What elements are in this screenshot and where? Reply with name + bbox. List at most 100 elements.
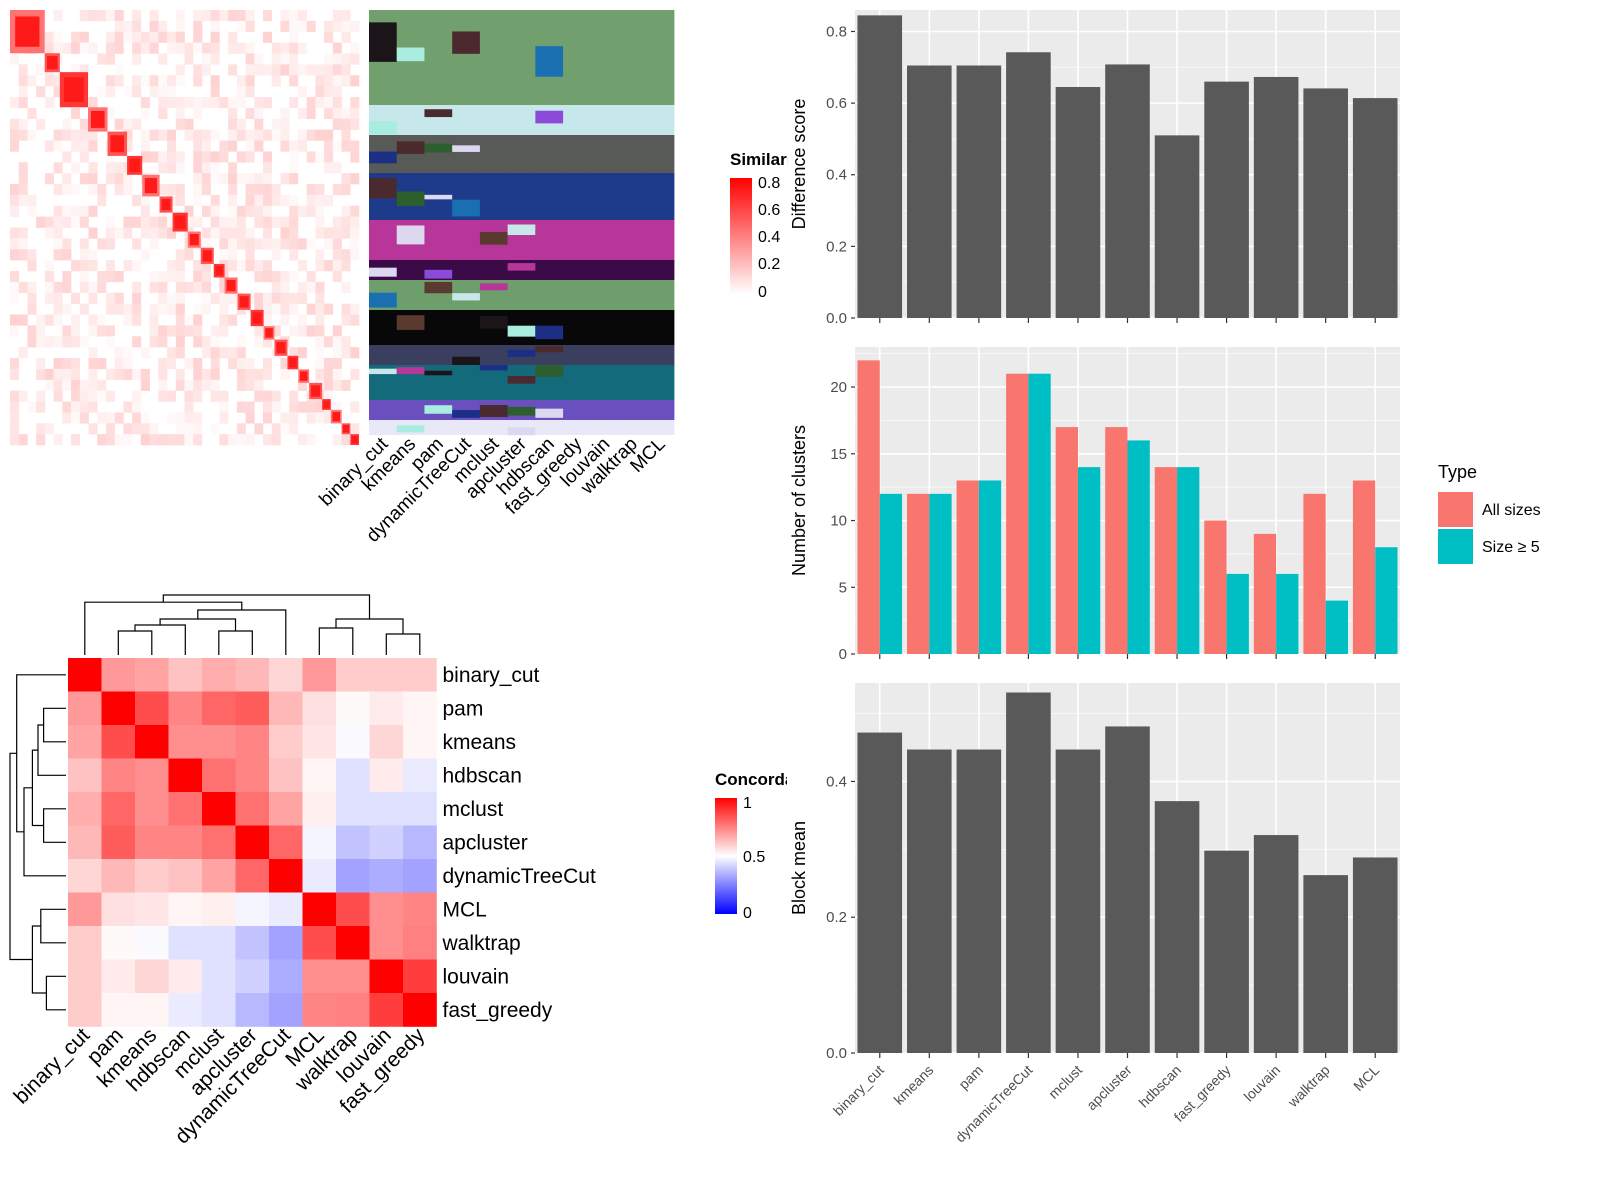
- similarity-cell: [350, 107, 360, 120]
- similarity-cell: [306, 401, 316, 413]
- similarity-cell: [193, 129, 203, 141]
- concordance-cell: [202, 892, 236, 927]
- concordance-cell: [168, 792, 203, 826]
- similarity-cell: [228, 227, 238, 239]
- similarity-cell: [324, 151, 334, 163]
- similarity-cell: [62, 336, 72, 348]
- similarity-cell: [62, 118, 72, 130]
- dendrogram-branch: [218, 630, 253, 655]
- similarity-cell: [193, 314, 203, 326]
- similarity-cell: [88, 260, 98, 272]
- dendrogram-branch: [31, 925, 47, 994]
- bar: [1253, 533, 1277, 654]
- similarity-cell: [158, 390, 168, 402]
- similarity-cell: [236, 205, 246, 217]
- similarity-cell: [341, 10, 351, 22]
- similarity-cell: [167, 31, 177, 43]
- similarity-cell: [341, 227, 351, 239]
- similarity-cell: [10, 184, 20, 196]
- similarity-cell: [44, 216, 54, 228]
- concordance-cell: [168, 993, 203, 1027]
- similarity-cell: [18, 118, 28, 130]
- similarity-cell: [167, 75, 177, 87]
- similarity-cell: [79, 336, 89, 348]
- similarity-cell: [193, 107, 203, 120]
- similarity-cell: [201, 205, 211, 217]
- concordance-cell: [202, 691, 236, 726]
- similarity-cell: [132, 412, 142, 424]
- assignment-band: [479, 105, 509, 135]
- similarity-cell: [175, 379, 185, 391]
- concordance-cell: [135, 892, 169, 927]
- number-of-clusters-bar-chart: 0 5 10 15 20 Number of clusters: [789, 347, 1400, 663]
- similarity-cell: [236, 423, 246, 435]
- assignment-band: [563, 420, 592, 435]
- similarity-cell: [88, 379, 98, 391]
- similarity-cell: [10, 194, 20, 207]
- similarity-cell: [132, 292, 142, 304]
- similarity-cell: [132, 53, 142, 65]
- similarity-cell: [53, 303, 63, 315]
- similarity-cell: [10, 368, 20, 381]
- similarity-cell: [263, 238, 273, 250]
- x-tick-label: apcluster: [1083, 1062, 1135, 1114]
- similarity-cell: [324, 303, 334, 315]
- similarity-cell: [44, 368, 54, 381]
- similarity-cell: [228, 129, 238, 141]
- similarity-cell: [158, 216, 168, 228]
- similarity-cell: [18, 281, 28, 294]
- concordance-cell: [403, 725, 437, 759]
- similarity-cell: [324, 162, 334, 174]
- similarity-cell: [297, 260, 307, 272]
- similarity-cell: [332, 118, 342, 130]
- similarity-cell: [210, 42, 220, 54]
- similarity-cell: [132, 238, 142, 250]
- similarity-cell: [79, 216, 89, 228]
- similarity-cell: [114, 162, 124, 174]
- similarity-cell: [175, 314, 185, 326]
- assignment-segment: [507, 375, 536, 384]
- similarity-cell: [271, 238, 281, 250]
- similarity-cell: [289, 412, 299, 424]
- concordance-cell: [302, 725, 337, 759]
- concordance-cell: [336, 792, 370, 826]
- concordance-cell: [336, 993, 370, 1027]
- similarity-cell: [271, 281, 281, 294]
- assignment-band: [590, 173, 619, 220]
- similarity-cell: [167, 216, 177, 228]
- similarity-cell: [210, 75, 220, 87]
- similarity-cell: [79, 129, 89, 141]
- similarity-cell: [27, 336, 37, 348]
- concordance-legend-title: Concordance: [715, 770, 824, 789]
- similarity-cell: [219, 303, 229, 315]
- similarity-cell: [167, 260, 177, 272]
- similarity-cell: [123, 314, 133, 326]
- similarity-cell: [71, 162, 81, 174]
- similarity-cell: [210, 368, 220, 381]
- assignment-segment: [535, 365, 564, 377]
- similarity-cell: [332, 53, 342, 65]
- similarity-cell: [88, 292, 98, 304]
- similarity-cell: [88, 358, 98, 370]
- similarity-cell: [254, 423, 264, 435]
- similarity-cell: [350, 173, 360, 185]
- concordance-row-label: dynamicTreeCut: [443, 865, 596, 888]
- similarity-cell: [132, 194, 142, 207]
- similarity-cell: [167, 325, 177, 337]
- concordance-cell: [269, 725, 303, 759]
- concordance-row-label: louvain: [443, 965, 510, 988]
- similarity-cell: [263, 205, 273, 217]
- assignment-band: [452, 220, 481, 260]
- similarity-cell: [193, 31, 203, 43]
- similarity-cell: [245, 75, 255, 87]
- similarity-cell: [114, 358, 124, 370]
- x-tick-label: walktrap: [1284, 1062, 1333, 1111]
- similarity-cell: [175, 423, 185, 435]
- similarity-cell: [263, 216, 273, 228]
- assignment-segment: [535, 230, 564, 250]
- concordance-cell: [369, 926, 404, 960]
- concordance-cell: [68, 758, 102, 793]
- similarity-cell: [53, 10, 63, 22]
- assignment-segment: [452, 145, 481, 152]
